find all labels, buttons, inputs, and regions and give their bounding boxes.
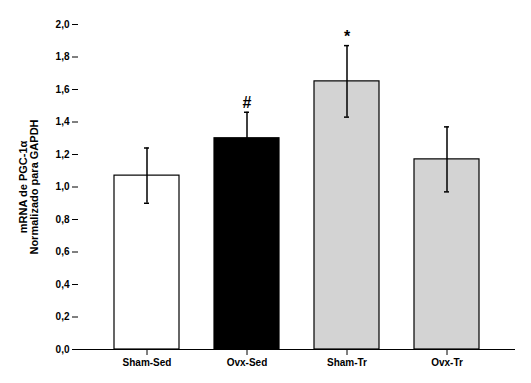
svg-text:mRNA de PGC-1αNormalizado para: mRNA de PGC-1αNormalizado para GAPDH [17, 119, 40, 254]
svg-text:1,2: 1,2 [56, 149, 70, 160]
svg-text:1,4: 1,4 [56, 116, 70, 127]
svg-text:1,8: 1,8 [56, 51, 70, 62]
svg-text:*: * [344, 28, 351, 45]
svg-text:0,4: 0,4 [56, 279, 70, 290]
svg-text:Sham-Sed: Sham-Sed [123, 357, 172, 368]
svg-text:Sham-Tr: Sham-Tr [327, 357, 367, 368]
svg-text:2,0: 2,0 [56, 19, 70, 30]
svg-text:0,0: 0,0 [56, 344, 70, 355]
svg-text:0,2: 0,2 [56, 311, 70, 322]
svg-text:0,8: 0,8 [56, 214, 70, 225]
svg-text:0,6: 0,6 [56, 246, 70, 257]
svg-text:#: # [243, 94, 252, 111]
svg-text:Ovx-Sed: Ovx-Sed [227, 357, 268, 368]
svg-text:Ovx-Tr: Ovx-Tr [431, 357, 463, 368]
svg-text:1,6: 1,6 [56, 84, 70, 95]
svg-text:1,0: 1,0 [56, 181, 70, 192]
